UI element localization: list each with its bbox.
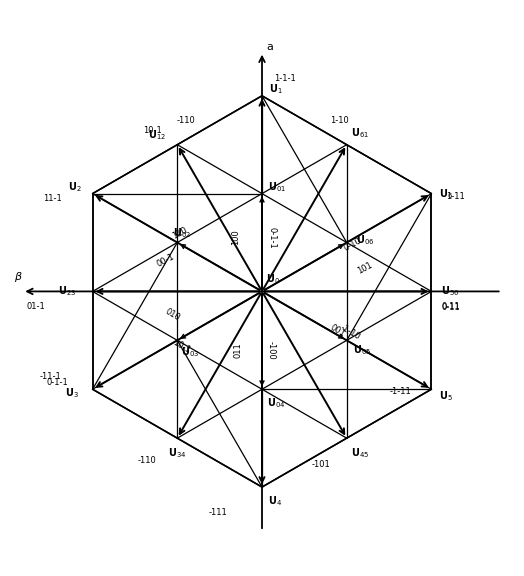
- Text: U$_0$: U$_0$: [266, 272, 280, 286]
- Text: 010: 010: [163, 307, 182, 323]
- Text: U$_1$: U$_1$: [269, 82, 282, 96]
- Text: a: a: [266, 42, 273, 52]
- Text: U$_{06}$: U$_{06}$: [356, 234, 375, 248]
- Text: 0-1-1: 0-1-1: [47, 378, 68, 387]
- Text: 011: 011: [233, 342, 243, 358]
- Text: U$_4$: U$_4$: [268, 494, 282, 507]
- Text: U$_2$: U$_2$: [68, 180, 82, 194]
- Text: 00-1: 00-1: [155, 252, 176, 269]
- Text: U$_{12}$: U$_{12}$: [148, 128, 166, 142]
- Text: U$_{01}$: U$_{01}$: [268, 180, 286, 194]
- Text: U$_{04}$: U$_{04}$: [267, 396, 285, 410]
- Text: U$_3$: U$_3$: [65, 386, 79, 400]
- Text: 001: 001: [329, 323, 347, 338]
- Text: 1-11: 1-11: [446, 192, 465, 202]
- Text: U$_{05}$: U$_{05}$: [353, 343, 370, 357]
- Text: U$_{03}$: U$_{03}$: [181, 345, 199, 359]
- Text: U$_{23}$: U$_{23}$: [58, 285, 77, 298]
- Text: U$_{61}$: U$_{61}$: [351, 126, 368, 140]
- Text: 100: 100: [232, 230, 241, 245]
- Text: 01-1: 01-1: [26, 302, 45, 311]
- Text: U$_{45}$: U$_{45}$: [351, 446, 369, 460]
- Text: 1-1-1: 1-1-1: [274, 74, 296, 83]
- Text: -101: -101: [311, 460, 330, 469]
- Text: 10-1: 10-1: [171, 338, 192, 355]
- Text: 110: 110: [170, 225, 189, 241]
- Text: 0-1-1: 0-1-1: [268, 227, 277, 248]
- Text: β: β: [14, 272, 21, 282]
- Text: U$_{56}$: U$_{56}$: [441, 285, 460, 298]
- Text: -1-10: -1-10: [339, 323, 362, 342]
- Text: U$_{02}$: U$_{02}$: [173, 226, 191, 240]
- Text: -111: -111: [209, 507, 227, 517]
- Text: 11-1: 11-1: [43, 194, 61, 203]
- Text: U$_{34}$: U$_{34}$: [168, 446, 186, 460]
- Text: 10-1: 10-1: [144, 126, 162, 135]
- Text: 0-11: 0-11: [442, 303, 461, 312]
- Text: 101: 101: [356, 260, 374, 275]
- Text: -110: -110: [137, 456, 156, 465]
- Text: U$_5$: U$_5$: [439, 389, 453, 403]
- Text: -1-11: -1-11: [389, 387, 411, 396]
- Text: -110: -110: [177, 116, 195, 125]
- Text: 1-10: 1-10: [331, 116, 349, 125]
- Text: 0-11: 0-11: [442, 302, 461, 311]
- Text: -100: -100: [267, 341, 276, 359]
- Text: -11-1: -11-1: [40, 373, 61, 381]
- Text: U$_6$: U$_6$: [439, 187, 453, 200]
- Text: 0-10: 0-10: [342, 236, 363, 252]
